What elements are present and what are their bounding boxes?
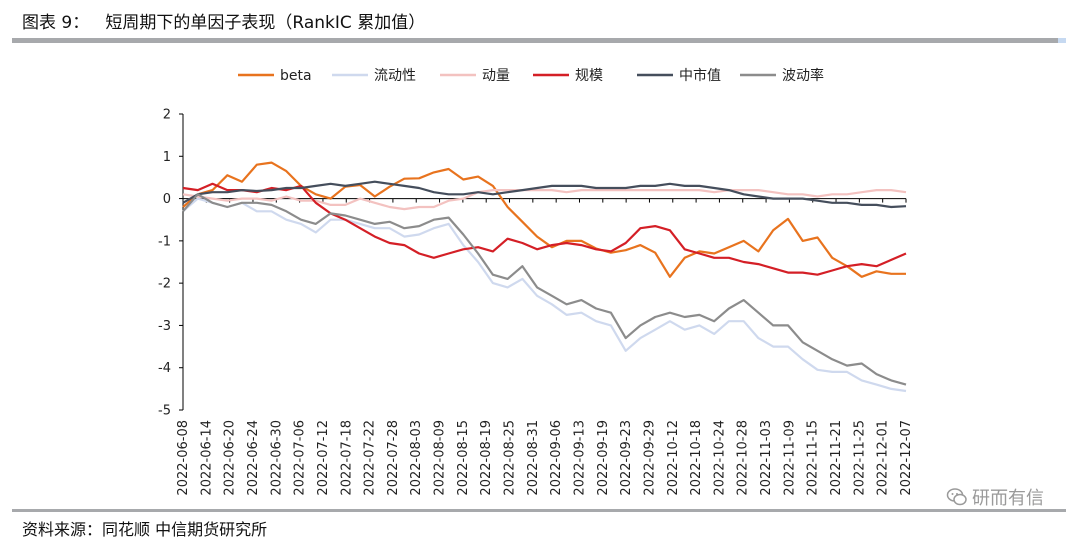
x-tick-label: 2022-07-22 [363,420,378,496]
y-tick-label: -5 [158,404,171,419]
x-tick-label: 2022-11-03 [759,420,774,496]
x-tick-label: 2022-06-24 [246,420,261,496]
x-tick-label: 2022-11-09 [782,420,797,496]
x-tick-label: 2022-11-25 [852,420,867,496]
wechat-icon [946,488,967,506]
y-tick-label: -2 [158,277,171,292]
legend-label-bodonglv: 波动率 [782,67,824,84]
x-tick-label: 2022-09-06 [549,420,564,496]
chart-title: 图表 9： 短周期下的单因子表现（RankIC 累加值） [22,13,426,33]
x-tick-label: 2022-10-18 [689,420,704,496]
watermark: 研而有信 [946,484,1044,510]
x-tick-label: 2022-12-01 [876,420,891,496]
series-line-liudongxing [182,197,907,393]
x-tick-label: 2022-06-08 [176,420,191,496]
x-tick-label: 2022-10-12 [666,420,681,496]
x-tick-label: 2022-08-19 [479,420,494,496]
series-line-bodonglv [182,193,907,386]
legend-label-guimo: 规模 [575,68,603,84]
x-tick-label: 2022-06-14 [199,420,214,496]
x-tick-label: 2022-07-28 [386,420,401,496]
y-tick-label: -1 [158,234,171,249]
series-line-dongliang [182,189,907,211]
x-tick-label: 2022-06-30 [269,420,284,496]
series-lines [182,161,907,393]
footer-divider [12,509,1066,512]
x-axis: 2022-06-08 2022-06-14 2022-06-20 2022-06-24… [176,198,914,496]
x-tick-label: 2022-08-03 [409,420,424,496]
x-tick-label: 2022-10-24 [712,420,727,496]
x-tick-label: 2022-12-07 [899,420,914,496]
y-tick-label: 2 [163,108,171,123]
title-divider [12,38,1066,43]
x-tick-label: 2022-07-06 [293,420,308,496]
watermark-text: 研而有信 [972,488,1044,509]
y-tick-label: 1 [163,150,171,165]
x-tick-label: 2022-10-28 [736,420,751,496]
series-line-beta [182,161,906,278]
source-note: 资料来源：同花顺 中信期货研究所 [22,520,268,539]
legend-label-zhongshizhi: 中市值 [679,67,721,84]
title-divider-accent [1058,38,1066,43]
x-tick-label: 2022-06-20 [223,420,238,496]
x-tick-label: 2022-11-21 [829,420,844,496]
x-tick-label: 2022-07-18 [339,420,354,496]
y-axis: 2 1 0 -1 -2 -3 -4 -5 [158,108,184,419]
x-tick-label: 2022-09-13 [572,420,587,496]
legend-label-beta: beta [280,68,312,84]
x-tick-label: 2022-09-19 [596,420,611,496]
x-tick-label: 2022-08-09 [433,420,448,496]
y-tick-label: -3 [158,319,171,334]
y-tick-label: -4 [158,361,171,376]
x-tick-label: 2022-09-29 [642,420,657,496]
x-tick-label: 2022-08-25 [503,420,518,496]
chart-legend: beta 流动性 动量 规模 中市值 波动率 [238,67,824,84]
legend-label-liudongxing: 流动性 [374,68,416,84]
x-tick-label: 2022-09-23 [619,420,634,496]
x-tick-label: 2022-08-15 [456,420,471,496]
series-line-zhongshizhi [182,180,907,209]
x-tick-label: 2022-08-31 [526,420,541,496]
y-tick-label: 0 [163,192,171,207]
x-tick-label: 2022-07-12 [316,420,331,496]
x-tick-label: 2022-11-15 [806,420,821,496]
legend-label-dongliang: 动量 [482,68,510,84]
